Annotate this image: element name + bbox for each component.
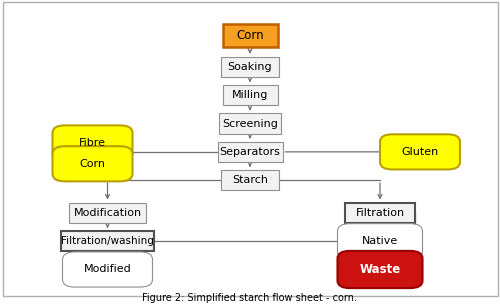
Text: Fibre: Fibre: [79, 138, 106, 148]
FancyBboxPatch shape: [338, 251, 422, 288]
FancyBboxPatch shape: [52, 125, 132, 161]
Text: Corn: Corn: [80, 159, 106, 169]
Text: Milling: Milling: [232, 90, 268, 100]
Text: Soaking: Soaking: [228, 62, 272, 72]
FancyBboxPatch shape: [221, 170, 279, 190]
FancyBboxPatch shape: [338, 223, 422, 259]
Text: Corn: Corn: [236, 29, 264, 42]
Text: Waste: Waste: [360, 263, 401, 276]
FancyBboxPatch shape: [52, 146, 132, 181]
FancyBboxPatch shape: [345, 203, 415, 223]
FancyBboxPatch shape: [218, 142, 282, 162]
FancyBboxPatch shape: [222, 24, 278, 47]
Text: Filtration/washing: Filtration/washing: [61, 236, 154, 246]
Text: Gluten: Gluten: [402, 147, 438, 157]
FancyBboxPatch shape: [69, 203, 146, 223]
FancyBboxPatch shape: [221, 57, 279, 77]
FancyBboxPatch shape: [61, 231, 154, 251]
Text: Figure 2: Simplified starch flow sheet - corn.: Figure 2: Simplified starch flow sheet -…: [142, 293, 358, 303]
Text: Modified: Modified: [84, 265, 132, 274]
FancyBboxPatch shape: [380, 134, 460, 169]
Text: Modification: Modification: [74, 208, 142, 218]
FancyBboxPatch shape: [62, 252, 152, 287]
Text: Native: Native: [362, 236, 398, 246]
Text: Filtration: Filtration: [356, 208, 405, 218]
FancyBboxPatch shape: [222, 85, 278, 105]
Text: Starch: Starch: [232, 175, 268, 185]
FancyBboxPatch shape: [219, 114, 281, 134]
Text: Screening: Screening: [222, 119, 278, 129]
Text: Separators: Separators: [220, 147, 280, 157]
